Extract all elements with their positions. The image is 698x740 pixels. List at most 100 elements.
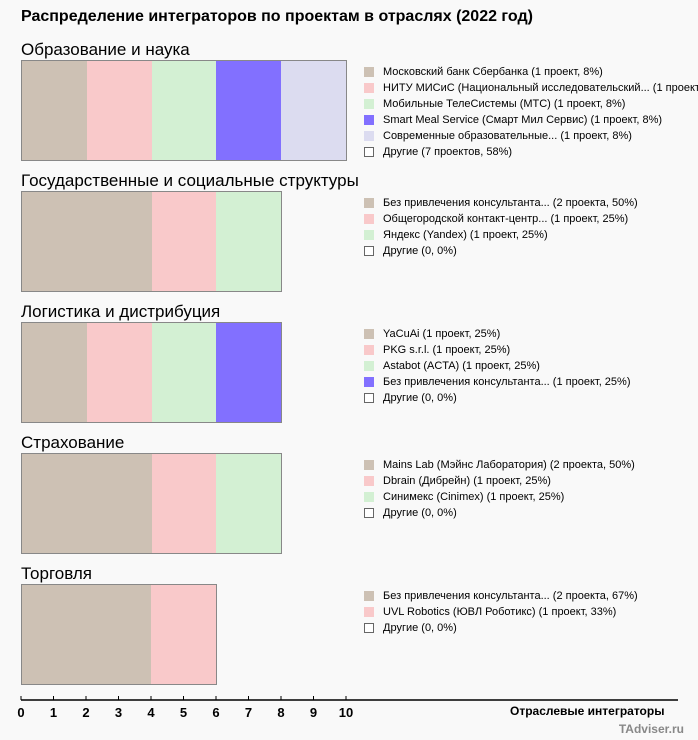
legend-swatch xyxy=(364,246,374,256)
bar-segment[interactable] xyxy=(151,323,217,422)
legend-item: PKG s.r.l. (1 проект, 25%) xyxy=(364,342,631,358)
section-title: Государственные и социальные структуры xyxy=(21,171,359,190)
legend-label: Мобильные ТелеСистемы (МТС) (1 проект, 8… xyxy=(383,98,626,110)
legend-label: Mains Lab (Мэйнс Лаборатория) (2 проекта… xyxy=(383,459,635,471)
legend-item: Другие (0, 0%) xyxy=(364,243,638,259)
legend-item: Другие (0, 0%) xyxy=(364,620,638,636)
legend: YaCuAi (1 проект, 25%) PKG s.r.l. (1 прое… xyxy=(364,326,631,406)
bar-segment[interactable] xyxy=(216,454,281,553)
legend: Без привлечения консультанта... (2 проек… xyxy=(364,588,638,636)
bar-segment[interactable] xyxy=(216,323,281,422)
legend-item: Smart Meal Service (Смарт Мил Сервис) (1… xyxy=(364,112,698,128)
legend-item: Другие (0, 0%) xyxy=(364,505,635,521)
legend-swatch xyxy=(364,214,374,224)
legend-swatch xyxy=(364,377,374,387)
legend-item: Другие (7 проектов, 58%) xyxy=(364,144,698,160)
chart-title: Распределение интеграторов по проектам в… xyxy=(21,8,533,25)
legend-swatch xyxy=(364,623,374,633)
bar-segment[interactable] xyxy=(151,61,217,160)
legend-label: Другие (7 проектов, 58%) xyxy=(383,146,513,158)
bar-segment[interactable] xyxy=(22,585,152,684)
legend-swatch xyxy=(364,508,374,518)
legend-swatch xyxy=(364,198,374,208)
legend-item: Общегородской контакт-центр... (1 проект… xyxy=(364,211,638,227)
legend-swatch xyxy=(364,460,374,470)
legend-swatch xyxy=(364,115,374,125)
legend-label: YaCuAi (1 проект, 25%) xyxy=(383,328,501,340)
section-title: Страхование xyxy=(21,433,125,452)
legend-label: UVL Robotics (ЮВЛ Роботикс) (1 проект, 3… xyxy=(383,606,617,618)
legend-label: Dbrain (Дибрейн) (1 проект, 25%) xyxy=(383,475,551,487)
legend-item: Другие (0, 0%) xyxy=(364,390,631,406)
axis-tick-label: 7 xyxy=(245,705,252,720)
bar-segment[interactable] xyxy=(22,192,152,291)
source-credit: TAdviser.ru xyxy=(618,722,684,736)
stacked-bar xyxy=(21,60,347,161)
axis-tick-label: 10 xyxy=(339,705,353,720)
legend-item: Без привлечения консультанта... (2 проек… xyxy=(364,195,638,211)
legend-label: Без привлечения консультанта... (2 проек… xyxy=(383,197,638,209)
legend-swatch xyxy=(364,131,374,141)
legend-item: Без привлечения консультанта... (1 проек… xyxy=(364,374,631,390)
legend-label: Другие (0, 0%) xyxy=(383,622,457,634)
axis-tick-label: 4 xyxy=(147,705,155,720)
bar-segment[interactable] xyxy=(22,454,152,553)
legend-label: Московский банк Сбербанка (1 проект, 8%) xyxy=(383,66,603,78)
legend-label: Общегородской контакт-центр... (1 проект… xyxy=(383,213,629,225)
legend-label: Синимекс (Cinimex) (1 проект, 25%) xyxy=(383,491,565,503)
section-title: Образование и наука xyxy=(21,40,190,59)
stacked-bar xyxy=(21,453,282,554)
bar-segment[interactable] xyxy=(151,192,217,291)
legend-label: Современные образовательные... (1 проект… xyxy=(383,130,632,142)
bar-segment[interactable] xyxy=(22,323,87,422)
legend-swatch xyxy=(364,230,374,240)
legend-item: Московский банк Сбербанка (1 проект, 8%) xyxy=(364,64,698,80)
legend-swatch xyxy=(364,329,374,339)
bar-segment[interactable] xyxy=(86,323,152,422)
stacked-bar xyxy=(21,584,217,685)
legend-label: Яндекс (Yandex) (1 проект, 25%) xyxy=(383,229,548,241)
x-axis: 0 1 2 3 4 5 6 7 8 9 10 xyxy=(17,696,678,720)
legend-label: Без привлечения консультанта... (1 проек… xyxy=(383,376,631,388)
legend-item: Современные образовательные... (1 проект… xyxy=(364,128,698,144)
legend-item: Без привлечения консультанта... (2 проек… xyxy=(364,588,638,604)
bar-segment[interactable] xyxy=(86,61,152,160)
legend-swatch xyxy=(364,492,374,502)
legend-item: Mains Lab (Мэйнс Лаборатория) (2 проекта… xyxy=(364,457,635,473)
bar-segment[interactable] xyxy=(216,192,281,291)
legend: Без привлечения консультанта... (2 проек… xyxy=(364,195,638,259)
legend-swatch xyxy=(364,83,374,93)
axis-tick-label: 0 xyxy=(17,705,24,720)
bar-segment[interactable] xyxy=(151,454,217,553)
legend-label: Другие (0, 0%) xyxy=(383,245,457,257)
legend-item: Мобильные ТелеСистемы (МТС) (1 проект, 8… xyxy=(364,96,698,112)
legend-swatch xyxy=(364,591,374,601)
legend-item: НИТУ МИСиС (Национальный исследовательск… xyxy=(364,80,698,96)
legend: Московский банк Сбербанка (1 проект, 8%)… xyxy=(364,64,698,160)
axis-tick-label: 3 xyxy=(115,705,122,720)
bar-segment[interactable] xyxy=(151,585,216,684)
legend-label: Smart Meal Service (Смарт Мил Сервис) (1… xyxy=(383,114,663,126)
axis-tick-label: 8 xyxy=(277,705,284,720)
legend-label: Astabot (ACTA) (1 проект, 25%) xyxy=(383,360,540,372)
axis-tick-label: 5 xyxy=(180,705,187,720)
legend-swatch xyxy=(364,607,374,617)
legend-swatch xyxy=(364,345,374,355)
legend-label: Без привлечения консультанта... (2 проек… xyxy=(383,590,638,602)
legend-swatch xyxy=(364,147,374,157)
legend-label: PKG s.r.l. (1 проект, 25%) xyxy=(383,344,511,356)
bar-segment[interactable] xyxy=(22,61,87,160)
axis-tick-label: 1 xyxy=(50,705,57,720)
legend-item: Яндекс (Yandex) (1 проект, 25%) xyxy=(364,227,638,243)
axis-tick-label: 6 xyxy=(212,705,219,720)
legend-label: НИТУ МИСиС (Национальный исследовательск… xyxy=(383,82,698,94)
axis-tick-label: 9 xyxy=(310,705,317,720)
legend-swatch xyxy=(364,67,374,77)
stacked-bar xyxy=(21,191,282,292)
legend-item: UVL Robotics (ЮВЛ Роботикс) (1 проект, 3… xyxy=(364,604,638,620)
legend-swatch xyxy=(364,99,374,109)
bar-segment[interactable] xyxy=(216,61,282,160)
bar-segment[interactable] xyxy=(281,61,346,160)
legend-item: YaCuAi (1 проект, 25%) xyxy=(364,326,631,342)
x-axis-title: Отраслевые интеграторы xyxy=(510,704,665,718)
